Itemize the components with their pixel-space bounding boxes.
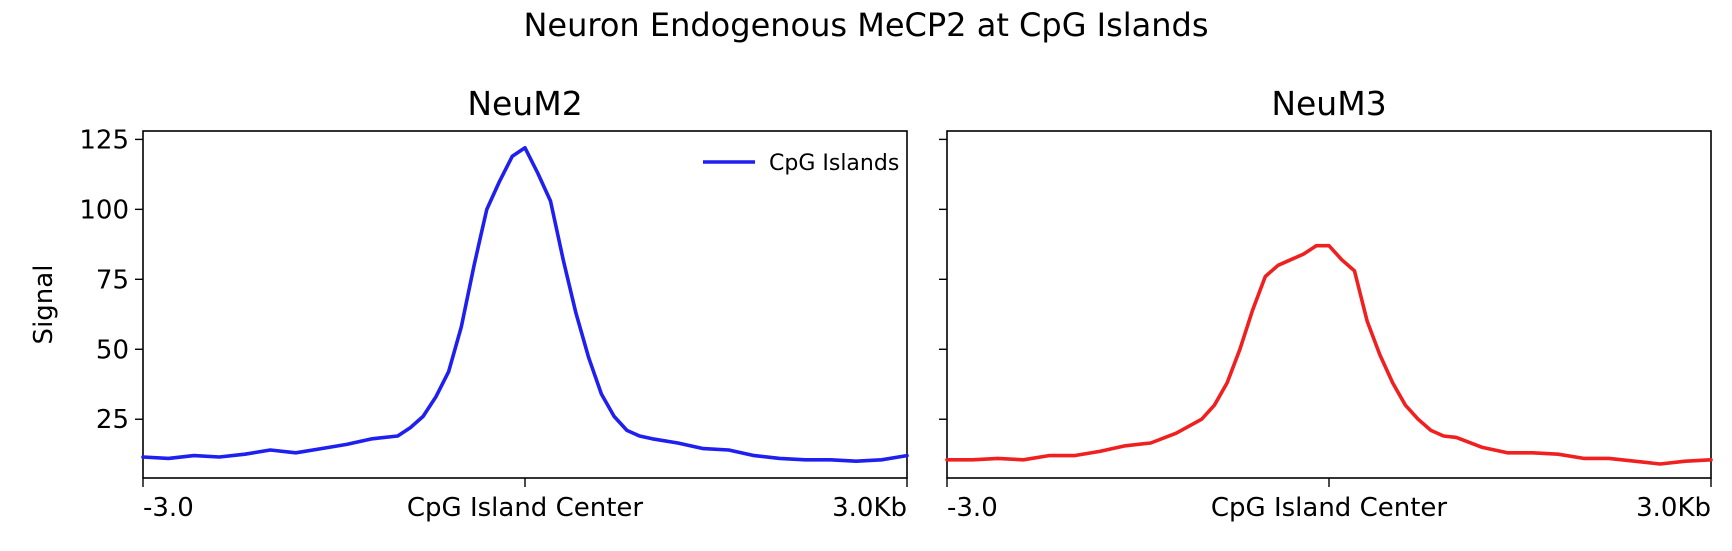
plot-frame bbox=[142, 130, 908, 479]
x-tick-label: 3.0Kb bbox=[1636, 493, 1711, 523]
chart-panel-2: NeuM3 -3.0 CpG Island Center 3.0Kb bbox=[939, 84, 1713, 523]
figure-suptitle: Neuron Endogenous MeCP2 at CpG Islands bbox=[523, 6, 1208, 44]
x-tick-label: CpG Island Center bbox=[407, 493, 644, 523]
y-tick-label: 100 bbox=[79, 195, 129, 225]
legend: CpG Islands bbox=[703, 151, 899, 176]
y-tick-label: 50 bbox=[96, 335, 129, 365]
x-tick-label: CpG Island Center bbox=[1211, 493, 1448, 523]
y-tick-label: 25 bbox=[96, 405, 129, 435]
panel-title: NeuM3 bbox=[1271, 84, 1386, 123]
y-tick-label: 125 bbox=[79, 125, 129, 155]
plot-frame bbox=[946, 130, 1712, 479]
x-tick-label: -3.0 bbox=[947, 493, 998, 523]
panels: NeuM2 25 50 75 100 125 -3.0 CpG Island Center 3.… bbox=[29, 84, 1713, 523]
y-axis-label: Signal bbox=[29, 265, 59, 345]
series-line-1 bbox=[141, 146, 909, 464]
panel-title: NeuM2 bbox=[467, 84, 582, 123]
x-tick-label: -3.0 bbox=[143, 493, 194, 523]
legend-label: CpG Islands bbox=[769, 151, 899, 176]
x-tick-label: 3.0Kb bbox=[832, 493, 907, 523]
series-line-1 bbox=[945, 243, 1713, 466]
y-tick-label: 75 bbox=[96, 265, 129, 295]
chart-panel-1: NeuM2 25 50 75 100 125 -3.0 CpG Island Center 3.… bbox=[29, 84, 909, 523]
